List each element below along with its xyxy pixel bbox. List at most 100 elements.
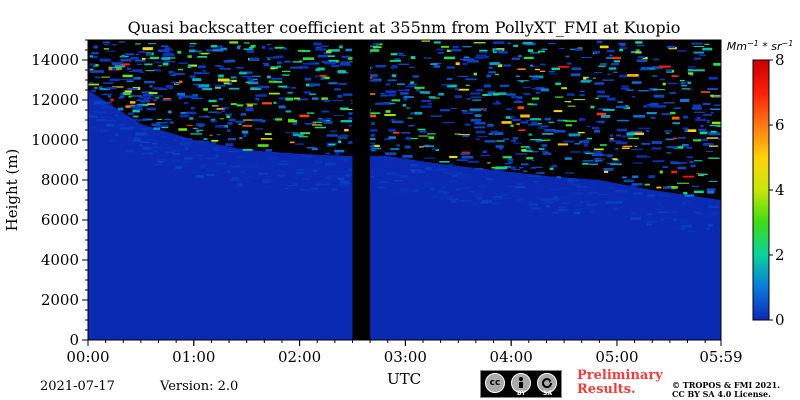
- backscatter-speckle: [413, 170, 420, 173]
- backscatter-speckle: [548, 188, 559, 191]
- backscatter-speckle: [455, 187, 461, 191]
- backscatter-speckle: [687, 230, 696, 232]
- backscatter-speckle: [304, 132, 310, 134]
- backscatter-speckle: [380, 94, 387, 97]
- backscatter-speckle: [257, 144, 269, 147]
- x-tick-label: 02:00: [278, 348, 321, 366]
- backscatter-speckle: [462, 46, 472, 48]
- backscatter-speckle: [321, 110, 329, 113]
- backscatter-speckle: [318, 54, 328, 58]
- backscatter-speckle: [488, 66, 493, 69]
- backscatter-speckle: [391, 119, 395, 121]
- backscatter-speckle: [662, 166, 668, 169]
- backscatter-speckle: [393, 180, 403, 182]
- colorbar-ticks: 0 2 4 6 8: [769, 51, 785, 329]
- backscatter-speckle: [336, 171, 348, 174]
- backscatter-speckle: [413, 189, 420, 192]
- backscatter-speckle: [271, 77, 283, 80]
- backscatter-speckle: [289, 156, 301, 159]
- backscatter-speckle: [700, 173, 708, 175]
- backscatter-speckle: [321, 45, 329, 47]
- backscatter-speckle: [135, 43, 141, 45]
- y-tick-label: 10000: [31, 131, 79, 149]
- backscatter-speckle: [370, 149, 376, 152]
- backscatter-speckle: [658, 194, 670, 197]
- backscatter-speckle: [137, 103, 149, 107]
- backscatter-speckle: [680, 227, 686, 230]
- backscatter-speckle: [449, 163, 454, 165]
- backscatter-speckle: [621, 190, 628, 192]
- backscatter-speckle: [260, 119, 266, 123]
- backscatter-speckle: [389, 60, 401, 62]
- backscatter-speckle: [300, 185, 312, 187]
- backscatter-speckle: [408, 125, 415, 127]
- backscatter-speckle: [475, 56, 484, 59]
- backscatter-speckle: [553, 130, 566, 133]
- backscatter-speckle: [561, 196, 568, 199]
- backscatter-speckle: [265, 56, 278, 59]
- backscatter-speckle: [681, 88, 691, 90]
- backscatter-speckle: [261, 102, 272, 105]
- backscatter-speckle: [626, 74, 639, 77]
- backscatter-speckle: [519, 166, 524, 169]
- backscatter-speckle: [683, 191, 688, 195]
- backscatter-speckle: [348, 125, 352, 127]
- backscatter-speckle: [348, 141, 356, 144]
- backscatter-speckle: [138, 144, 143, 147]
- backscatter-speckle: [648, 175, 655, 179]
- backscatter-speckle: [135, 132, 147, 136]
- backscatter-speckle: [129, 101, 136, 104]
- backscatter-speckle: [102, 41, 110, 44]
- backscatter-speckle: [687, 81, 691, 84]
- backscatter-speckle: [666, 45, 676, 49]
- backscatter-speckle: [332, 188, 338, 191]
- backscatter-speckle: [143, 147, 152, 150]
- backscatter-speckle: [432, 170, 438, 172]
- backscatter-speckle: [687, 69, 694, 72]
- backscatter-speckle: [334, 88, 341, 91]
- backscatter-speckle: [93, 64, 99, 67]
- y-tick-label: 12000: [31, 91, 79, 109]
- backscatter-speckle: [225, 143, 234, 147]
- backscatter-speckle: [408, 83, 418, 86]
- backscatter-speckle: [238, 123, 242, 125]
- backscatter-speckle: [263, 186, 275, 188]
- backscatter-speckle: [437, 52, 444, 54]
- backscatter-speckle: [666, 69, 673, 72]
- backscatter-speckle: [370, 49, 380, 52]
- backscatter-speckle: [474, 121, 486, 125]
- backscatter-speckle: [197, 65, 206, 69]
- backscatter-speckle: [633, 192, 643, 195]
- backscatter-speckle: [686, 146, 693, 149]
- backscatter-speckle: [237, 183, 243, 187]
- backscatter-speckle: [294, 153, 306, 157]
- backscatter-speckle: [702, 143, 714, 146]
- backscatter-speckle: [588, 187, 595, 189]
- backscatter-speckle: [476, 200, 480, 203]
- backscatter-speckle: [594, 129, 601, 133]
- backscatter-speckle: [257, 172, 268, 175]
- backscatter-speckle: [178, 68, 184, 71]
- backscatter-speckle: [682, 127, 689, 129]
- backscatter-speckle: [145, 98, 154, 100]
- backscatter-speckle: [419, 146, 424, 148]
- backscatter-speckle: [404, 145, 411, 149]
- backscatter-speckle: [242, 148, 253, 151]
- backscatter-speckle: [337, 157, 344, 161]
- backscatter-speckle: [296, 172, 304, 175]
- backscatter-speckle: [403, 98, 408, 101]
- backscatter-speckle: [178, 96, 183, 100]
- license-badge[interactable]: cc BY SA: [480, 370, 562, 398]
- backscatter-speckle: [481, 172, 489, 175]
- chart-title: Quasi backscatter coefficient at 355nm f…: [128, 18, 681, 37]
- backscatter-speckle: [425, 167, 432, 171]
- backscatter-speckle: [315, 160, 323, 164]
- backscatter-speckle: [396, 144, 400, 147]
- backscatter-speckle: [499, 84, 510, 87]
- backscatter-speckle: [90, 126, 97, 129]
- backscatter-speckle: [679, 99, 690, 102]
- backscatter-speckle: [282, 74, 290, 76]
- backscatter-speckle: [623, 108, 630, 110]
- backscatter-speckle: [472, 99, 481, 101]
- backscatter-speckle: [189, 95, 198, 98]
